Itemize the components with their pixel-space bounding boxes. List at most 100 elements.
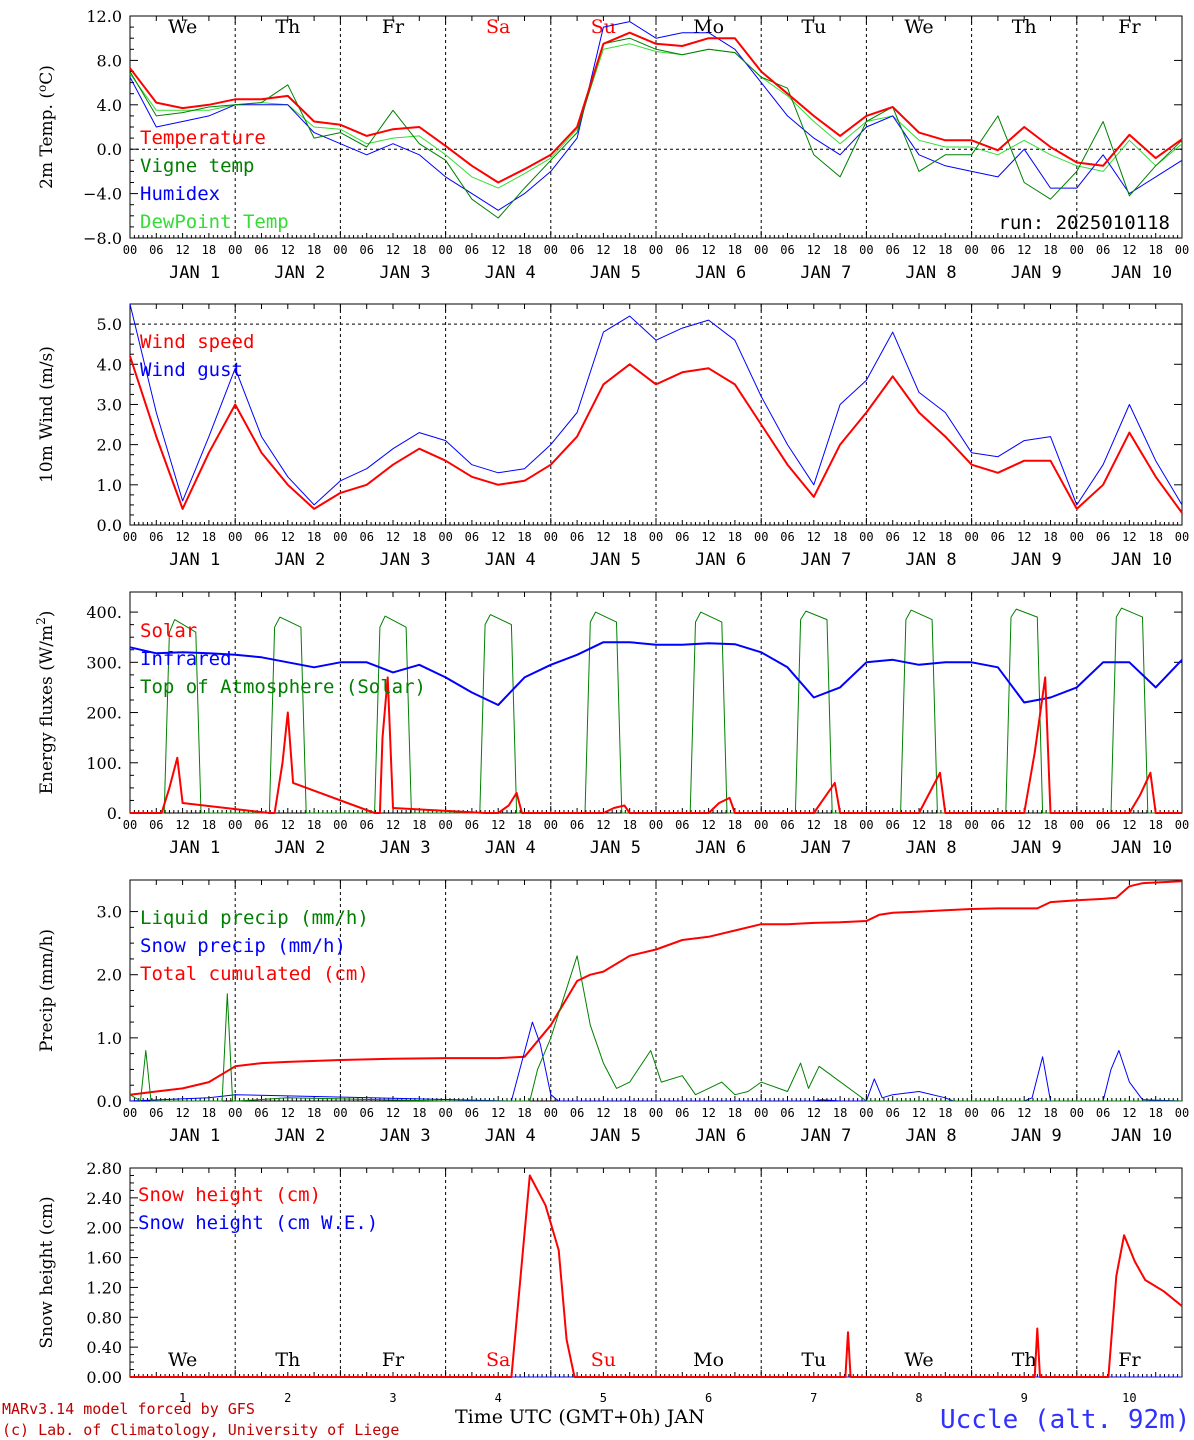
date-label: JAN 7	[800, 550, 851, 570]
hour-tick-label: 06	[149, 530, 163, 544]
hour-tick-label: 06	[1096, 530, 1110, 544]
date-label: JAN 5	[590, 838, 641, 858]
y-tick-label: 2.0	[97, 436, 122, 455]
series-line	[129, 31, 1183, 184]
hour-tick-label: 12	[175, 243, 189, 257]
date-label: JAN 4	[485, 263, 536, 283]
hour-tick-label: 06	[885, 818, 899, 832]
hour-tick-label: 18	[833, 243, 847, 257]
y-axis-label: Energy fluxes (W/m2)	[34, 611, 57, 795]
hour-tick-label: 12	[281, 530, 295, 544]
date-label: JAN 8	[905, 1126, 956, 1146]
hour-tick-label: 18	[622, 818, 636, 832]
panel-2: 5.0 4.0 3.0 2.0 1.0 0.0 10m Wind (m/s) 00 06 12 18…	[37, 303, 1189, 570]
date-label: JAN 2	[274, 838, 325, 858]
hour-tick-label: 12	[912, 818, 926, 832]
series-line	[130, 607, 1182, 814]
legend-entry: Wind gust	[140, 359, 243, 381]
hour-tick-label: 18	[307, 1106, 321, 1120]
day-number-label: 7	[810, 1391, 817, 1405]
x-axis-title: Time UTC (GMT+0h) JAN	[455, 1406, 705, 1428]
legend-entry: Top of Atmosphere (Solar)	[140, 676, 426, 698]
day-name-label: We	[904, 1349, 933, 1371]
date-label: JAN 1	[169, 838, 220, 858]
hour-tick-label: 06	[254, 818, 268, 832]
hour-tick-label: 00	[964, 243, 978, 257]
day-number-label: 3	[389, 1391, 396, 1405]
hour-tick-label: 06	[991, 818, 1005, 832]
hour-tick-label: 12	[491, 530, 505, 544]
hour-tick-label: 00	[859, 1106, 873, 1120]
hour-tick-label: 06	[1096, 1106, 1110, 1120]
hour-tick-label: 18	[1043, 243, 1057, 257]
hour-tick-label: 06	[465, 818, 479, 832]
legend-entry: Vigne temp	[140, 155, 254, 177]
y-tick-label: 12.0	[86, 7, 122, 26]
hour-tick-label: 18	[1043, 818, 1057, 832]
hour-tick-label: 00	[544, 818, 558, 832]
y-axis-label: Snow height (cm)	[37, 1196, 57, 1348]
hour-tick-label: 06	[885, 530, 899, 544]
y-tick-label: 1.0	[97, 1029, 122, 1048]
series-line	[130, 1174, 1183, 1378]
day-name-label: Fr	[1118, 16, 1141, 38]
hour-tick-label: 12	[491, 818, 505, 832]
day-number-label: 1	[179, 1391, 186, 1405]
day-number-label: 2	[284, 1391, 291, 1405]
hour-tick-label: 18	[622, 243, 636, 257]
y-tick-label: 8.0	[97, 51, 122, 70]
hour-tick-label: 12	[491, 243, 505, 257]
chart-panels: 12.08.04.00.0−4.0−8.02m Temp. (oC)We Th Fr…	[34, 7, 1189, 1405]
hour-tick-label: 12	[1122, 818, 1136, 832]
day-name-label: Tu	[801, 16, 826, 38]
date-label: JAN 6	[695, 1126, 746, 1146]
hour-tick-label: 18	[202, 243, 216, 257]
hour-tick-label: 12	[807, 243, 821, 257]
hour-tick-label: 00	[859, 243, 873, 257]
hour-tick-label: 12	[701, 530, 715, 544]
hour-tick-label: 00	[754, 1106, 768, 1120]
hour-tick-label: 00	[1070, 243, 1084, 257]
hour-tick-label: 12	[386, 243, 400, 257]
day-name-label: Th	[1012, 16, 1037, 38]
hour-tick-label: 18	[938, 243, 952, 257]
hour-tick-label: 06	[885, 243, 899, 257]
hour-tick-label: 00	[123, 818, 137, 832]
y-tick-label: 2.80	[86, 1159, 122, 1178]
hour-tick-label: 12	[386, 530, 400, 544]
day-name-label: Fr	[382, 1349, 405, 1371]
hour-tick-label: 00	[228, 243, 242, 257]
date-label: JAN 8	[905, 263, 956, 283]
day-name-label: Su	[591, 1349, 616, 1371]
y-axis-label: 2m Temp. (oC)	[35, 65, 57, 189]
date-label: JAN 3	[379, 838, 430, 858]
date-label: JAN 2	[274, 1126, 325, 1146]
y-tick-label: 2.00	[86, 1219, 122, 1238]
legend-entry: Wind speed	[140, 331, 254, 353]
hour-tick-label: 12	[596, 1106, 610, 1120]
date-label: JAN 2	[274, 263, 325, 283]
y-tick-label: −8.0	[83, 229, 122, 248]
y-tick-label: 400.	[86, 603, 122, 622]
legend-entry: Snow height (cm W.E.)	[138, 1212, 378, 1234]
legend-entry: Snow precip (mm/h)	[140, 935, 346, 957]
hour-tick-label: 00	[1070, 818, 1084, 832]
hour-tick-label: 06	[465, 243, 479, 257]
date-label: JAN 10	[1111, 1126, 1172, 1146]
date-label: JAN 10	[1111, 263, 1172, 283]
date-label: JAN 1	[169, 550, 220, 570]
y-tick-label: 2.40	[86, 1189, 122, 1208]
hour-tick-label: 06	[149, 1106, 163, 1120]
day-name-label: Fr	[382, 16, 405, 38]
hour-tick-label: 12	[701, 243, 715, 257]
hour-tick-label: 18	[412, 243, 426, 257]
y-tick-label: 0.80	[86, 1308, 122, 1327]
hour-tick-label: 00	[438, 1106, 452, 1120]
hour-tick-label: 00	[544, 1106, 558, 1120]
hour-tick-label: 00	[754, 818, 768, 832]
day-name-label: Th	[275, 1349, 300, 1371]
series-line	[129, 1021, 1183, 1102]
hour-tick-label: 18	[728, 243, 742, 257]
date-label: JAN 8	[905, 550, 956, 570]
date-label: JAN 7	[800, 1126, 851, 1146]
